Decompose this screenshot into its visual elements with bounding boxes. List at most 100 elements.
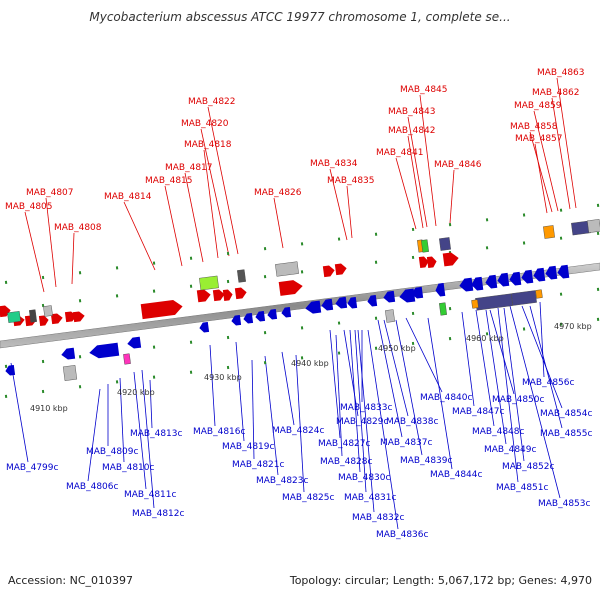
forward-gene-arrow	[322, 265, 335, 278]
tick-dot	[522, 213, 526, 217]
leader-line	[405, 317, 443, 393]
forward-gene-label: MAB_4805	[5, 202, 53, 212]
forward-gene-label: MAB_4807	[26, 188, 74, 198]
tick-dot	[411, 255, 415, 260]
reverse-gene-label: MAB_4832c	[352, 513, 405, 523]
leader-line	[533, 110, 559, 212]
kbp-tick-label: 4940 kbp	[291, 359, 329, 368]
reverse-gene-label: MAB_4836c	[376, 530, 429, 540]
tick-dot	[374, 232, 378, 236]
leader-line	[395, 319, 423, 456]
forward-gene-label: MAB_4835	[327, 176, 375, 186]
gene-features	[0, 219, 600, 381]
forward-gene-arrow	[50, 313, 63, 325]
leader-line	[419, 94, 437, 227]
forward-gene-label: MAB_4841	[376, 148, 424, 158]
reverse-gene-label: MAB_4799c	[6, 463, 59, 473]
reverse-gene-arrow	[471, 276, 484, 291]
leader-line	[485, 309, 507, 445]
tick-dot	[78, 385, 82, 389]
leader-line	[377, 319, 403, 438]
leader-line	[329, 168, 348, 241]
leader-line	[529, 131, 553, 213]
reverse-gene-label: MAB_4816c	[193, 427, 246, 437]
leader-line	[141, 369, 155, 509]
tick-dot	[596, 203, 600, 208]
map-title: Mycobacterium abscessus ATCC 19977 chrom…	[89, 10, 511, 24]
tick-dot	[374, 316, 378, 320]
feature-box	[62, 365, 78, 381]
tick-dot	[226, 335, 230, 340]
forward-gene-arrow	[426, 256, 437, 269]
forward-gene-arrow	[38, 315, 49, 327]
reverse-gene-label: MAB_4848c	[472, 427, 525, 437]
tick-dot	[152, 375, 156, 379]
leader-line	[551, 97, 571, 210]
reverse-gene-arrow	[199, 321, 210, 333]
forward-gene-label: MAB_4863	[537, 68, 585, 78]
tick-dot	[189, 370, 193, 374]
reverse-gene-label: MAB_4850c	[492, 395, 545, 405]
leader-line	[184, 172, 204, 263]
forward-gene-label: MAB_4815	[145, 176, 193, 186]
leader-line	[295, 354, 305, 493]
leader-line	[427, 317, 453, 470]
kbp-tick-label: 4920 kbp	[117, 388, 155, 397]
leader-line	[503, 307, 525, 462]
reverse-gene-label: MAB_4856c	[522, 378, 575, 388]
leader-line	[45, 197, 57, 288]
reverse-gene-label: MAB_4828c	[320, 457, 373, 467]
tick-dot	[559, 292, 563, 296]
feature-box	[421, 239, 429, 253]
forward-gene-label: MAB_4834	[310, 159, 358, 169]
feature-box	[7, 311, 21, 323]
leader-line	[209, 344, 216, 427]
leader-line	[497, 307, 519, 483]
reverse-gene-arrow	[267, 308, 278, 320]
forward-gene-arrow	[222, 289, 233, 302]
tick-dot	[41, 389, 45, 394]
reverse-gene-label: MAB_4837c	[380, 438, 433, 448]
kbp-tick-label: 4930 kbp	[204, 373, 242, 382]
feature-box	[535, 289, 543, 299]
forward-gene-label: MAB_4826	[254, 188, 302, 198]
leader-line	[354, 329, 367, 493]
tick-dot	[78, 299, 82, 303]
forward-gene-arrow	[196, 289, 211, 303]
reverse-gene-arrow	[533, 267, 546, 282]
reverse-gene-arrow	[61, 347, 76, 360]
tick-dot	[263, 331, 267, 335]
reverse-gene-label: MAB_4824c	[272, 426, 325, 436]
leader-line	[207, 106, 239, 255]
tick-dot	[189, 256, 193, 260]
leader-line	[343, 329, 359, 417]
leader-line	[461, 311, 475, 407]
forward-gene-label: MAB_4859	[514, 101, 562, 111]
tick-dot	[596, 231, 600, 236]
reverse-gene-arrow	[557, 264, 570, 279]
tick-dot	[41, 275, 45, 280]
tick-dot	[559, 322, 563, 326]
reverse-gene-arrow	[305, 300, 322, 314]
kbp-ticks: 4910 kbp 4920 kbp 4930 kbp 4940 kbp 4950 kbp…	[30, 322, 592, 413]
leader-line	[329, 329, 341, 439]
reverse-gene-arrow	[89, 342, 120, 359]
reverse-gene-label: MAB_4827c	[318, 439, 371, 449]
leader-line	[119, 377, 125, 463]
tick-dot	[411, 227, 415, 232]
tick-dot	[115, 266, 119, 270]
tick-dot	[448, 307, 452, 311]
tick-dot	[485, 246, 489, 250]
tick-dot	[485, 218, 489, 222]
feature-box	[587, 219, 600, 233]
feature-box	[471, 299, 479, 309]
tick-dot	[226, 365, 230, 370]
forward-gene-arrow	[212, 289, 225, 302]
reverse-gene-label: MAB_4855c	[540, 429, 593, 439]
reverse-gene-arrow	[243, 312, 254, 324]
reverse-gene-label: MAB_4840c	[420, 393, 473, 403]
forward-gene-label: MAB_4845	[400, 85, 448, 95]
leader-line	[383, 319, 409, 417]
tick-dot	[300, 356, 304, 360]
